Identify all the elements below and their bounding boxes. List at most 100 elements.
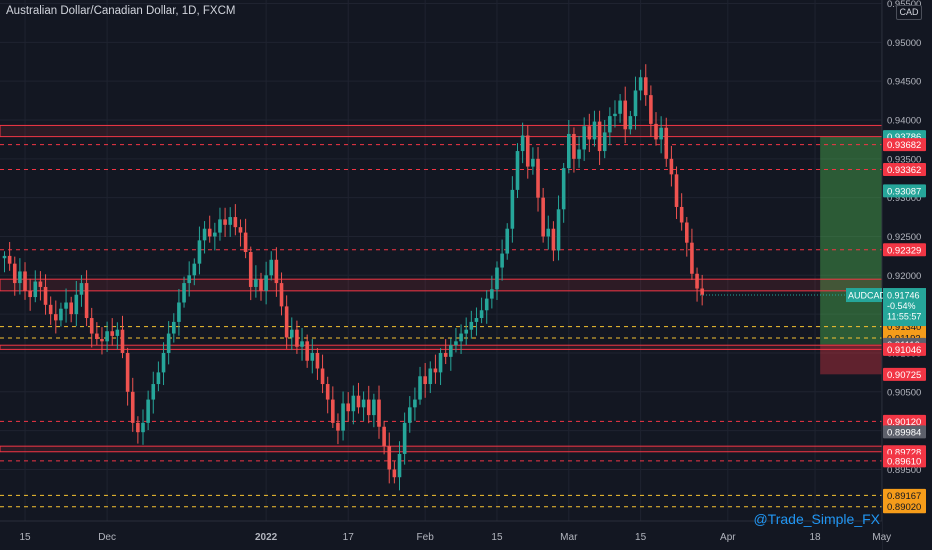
candle-down (7, 255, 12, 264)
candle-up (608, 116, 612, 133)
price-badge-label: 0.93682 (887, 140, 921, 151)
candle-up (628, 116, 633, 130)
candle-down (28, 290, 32, 298)
candle-up (192, 263, 197, 276)
candle-up (582, 126, 586, 150)
candle-down (110, 331, 115, 336)
candle-up (161, 352, 166, 373)
time-axis-background (0, 521, 882, 550)
candle-up (264, 275, 268, 291)
candle-up (464, 329, 468, 334)
current-price: 0.91746 (887, 291, 920, 301)
candle-up (33, 281, 38, 298)
candle-up (156, 372, 161, 385)
price-tick-label: 0.92000 (887, 271, 921, 282)
candle-down (423, 376, 427, 385)
candle-up (177, 302, 181, 322)
price-tick-label: 0.89500 (887, 465, 921, 476)
candle-down (48, 304, 53, 315)
candle-down (125, 352, 130, 392)
candle-up (213, 232, 217, 237)
price-badge-label: 0.91340 (887, 322, 921, 333)
candle-down (223, 219, 227, 225)
time-axis: 15Dec202217Feb15Mar15Apr18May16Jun (0, 520, 891, 550)
candle-up (310, 352, 315, 361)
candle-down (305, 341, 309, 361)
candle-down (136, 422, 140, 433)
candle-down (12, 263, 17, 284)
candle-up (202, 228, 207, 241)
candle-up (361, 399, 366, 408)
candle-up (74, 294, 79, 315)
time-tick-label: Feb (417, 532, 435, 543)
candle-down (674, 174, 679, 207)
candle-down (536, 158, 540, 198)
candle-down (243, 232, 248, 253)
candle-up (479, 310, 484, 319)
price-tick-label: 0.92500 (887, 232, 921, 243)
candle-down (120, 329, 125, 353)
time-tick-label: 17 (343, 532, 355, 543)
candle-down (274, 259, 279, 284)
time-tick-label: 18 (809, 532, 821, 543)
candle-up (490, 289, 494, 299)
price-tick-label: 0.93500 (887, 154, 921, 165)
candle-up (218, 219, 222, 233)
candle-down (572, 133, 576, 159)
candle-up (64, 302, 68, 309)
candle-down (695, 273, 699, 289)
candle-down (315, 352, 320, 369)
price-badge (883, 425, 926, 439)
candle-down (38, 281, 43, 287)
price-badge-label: 0.90725 (887, 370, 921, 381)
candle-up (577, 149, 581, 159)
candle-up (18, 271, 22, 284)
currency-badge[interactable]: CAD (896, 5, 922, 20)
price-badge-label: 0.93362 (887, 165, 921, 176)
candle-up (556, 209, 561, 251)
candle-down (433, 368, 438, 373)
candle-down (130, 391, 135, 423)
candle-down (587, 126, 592, 140)
candle-up (166, 333, 171, 353)
candle-up (474, 318, 479, 322)
candle-down (382, 426, 386, 447)
candle-down (284, 306, 289, 338)
candle-up (484, 298, 489, 311)
candle-down (84, 283, 89, 319)
candle-up (500, 253, 504, 268)
candle-down (95, 333, 99, 339)
time-tick-label: 15 (19, 532, 31, 543)
candle-up (592, 121, 597, 140)
candle-down (690, 242, 694, 274)
candle-up (561, 168, 566, 210)
price-tick-label: 0.94000 (887, 115, 921, 126)
candle-up (531, 158, 535, 167)
watermark-text: @Trade_Simple_FX (753, 511, 880, 527)
candle-down (43, 286, 48, 305)
candle-down (669, 158, 674, 175)
symbol-label-badge (846, 288, 882, 303)
candle-down (54, 314, 58, 321)
price-change: -0.54% (887, 301, 916, 311)
candle-down (89, 318, 94, 334)
sr-zone (0, 124, 883, 138)
price-axis: 0.955000.950000.945000.940000.935000.930… (881, 0, 932, 550)
price-badge-label: 0.89167 (887, 491, 921, 502)
candle-up (254, 279, 258, 287)
candle-down (597, 121, 602, 152)
time-tick-label: Dec (98, 532, 116, 543)
candle-up (187, 275, 191, 284)
candle-up (515, 151, 520, 190)
candle-up (633, 90, 638, 117)
candle-up (638, 77, 643, 91)
sr-zone (0, 278, 883, 292)
candle-up (505, 228, 510, 254)
candle-down (207, 228, 212, 237)
candle-down (387, 446, 392, 470)
candle-up (618, 100, 622, 114)
candle-down (346, 403, 351, 412)
price-badge (883, 243, 926, 257)
candle-down (233, 217, 238, 228)
